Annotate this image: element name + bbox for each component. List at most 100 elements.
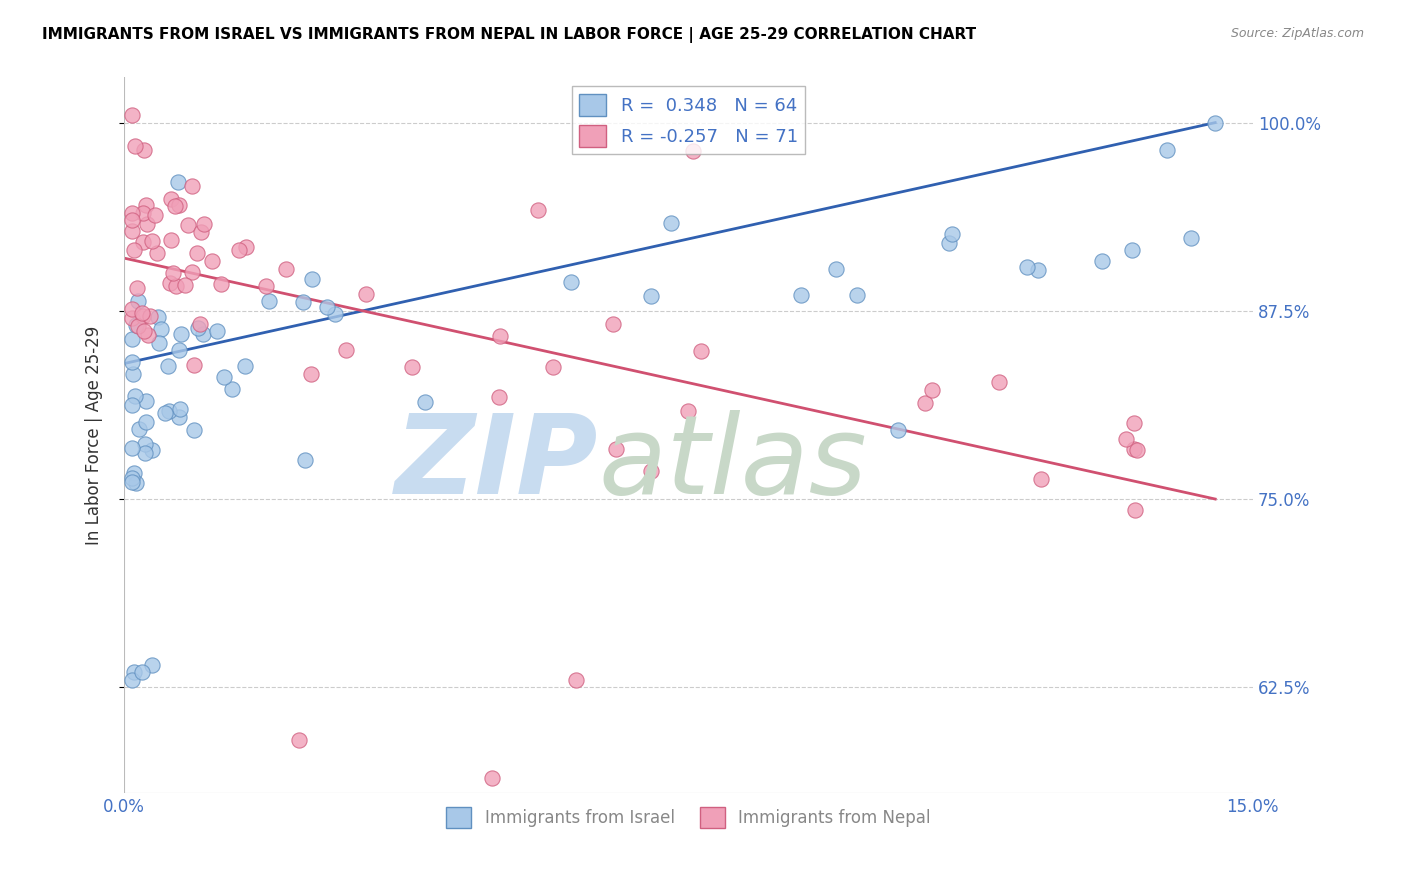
Point xyxy=(602,318,624,332)
Point xyxy=(560,275,582,289)
Point xyxy=(1123,503,1146,517)
Point xyxy=(131,306,153,320)
Point xyxy=(187,321,209,335)
Point xyxy=(1026,262,1049,277)
Point xyxy=(160,192,183,206)
Text: atlas: atlas xyxy=(598,410,868,517)
Point xyxy=(301,272,323,286)
Point xyxy=(1121,243,1143,257)
Point xyxy=(292,295,315,310)
Point xyxy=(938,235,960,250)
Point xyxy=(1180,231,1202,245)
Point xyxy=(682,145,704,159)
Point xyxy=(527,442,550,457)
Point xyxy=(124,466,146,480)
Point xyxy=(159,276,181,290)
Point xyxy=(122,368,145,382)
Point xyxy=(335,343,357,357)
Point xyxy=(121,673,143,687)
Point xyxy=(148,336,170,351)
Point xyxy=(299,368,322,382)
Point xyxy=(1123,442,1146,457)
Point xyxy=(233,359,256,373)
Point xyxy=(1204,115,1226,129)
Point xyxy=(146,245,169,260)
Point xyxy=(186,245,208,260)
Point xyxy=(886,423,908,437)
Point xyxy=(661,216,683,230)
Point xyxy=(177,218,200,232)
Point xyxy=(221,382,243,396)
Point xyxy=(790,288,813,302)
Point xyxy=(180,265,202,279)
Point xyxy=(288,733,311,747)
Point xyxy=(201,253,224,268)
Point xyxy=(190,225,212,239)
Point xyxy=(143,208,166,222)
Point xyxy=(690,343,713,358)
Point xyxy=(127,281,149,295)
Text: IMMIGRANTS FROM ISRAEL VS IMMIGRANTS FROM NEPAL IN LABOR FORCE | AGE 25-29 CORRE: IMMIGRANTS FROM ISRAEL VS IMMIGRANTS FRO… xyxy=(42,27,976,43)
Point xyxy=(188,317,211,331)
Point xyxy=(121,108,143,122)
Point xyxy=(193,327,215,342)
Point xyxy=(134,437,156,451)
Point xyxy=(125,475,148,490)
Legend: Immigrants from Israel, Immigrants from Nepal: Immigrants from Israel, Immigrants from … xyxy=(440,801,938,834)
Point xyxy=(169,401,191,416)
Point xyxy=(139,309,162,323)
Point xyxy=(124,665,146,680)
Point xyxy=(121,311,143,326)
Point xyxy=(488,390,510,404)
Point xyxy=(1122,416,1144,430)
Point xyxy=(564,673,586,687)
Point xyxy=(235,240,257,254)
Point xyxy=(678,404,700,418)
Point xyxy=(825,262,848,277)
Point xyxy=(605,442,627,457)
Point xyxy=(141,234,163,248)
Point xyxy=(193,217,215,231)
Point xyxy=(127,294,149,309)
Point xyxy=(987,376,1010,390)
Point xyxy=(132,309,155,323)
Y-axis label: In Labor Force | Age 25-29: In Labor Force | Age 25-29 xyxy=(86,326,103,545)
Point xyxy=(1031,472,1053,486)
Point xyxy=(138,328,160,343)
Point xyxy=(122,243,145,257)
Point xyxy=(527,202,550,217)
Point xyxy=(274,261,297,276)
Point xyxy=(134,446,156,460)
Point xyxy=(941,227,963,241)
Point xyxy=(131,665,153,680)
Point xyxy=(124,139,146,153)
Point xyxy=(131,205,153,219)
Point xyxy=(121,224,143,238)
Point xyxy=(167,410,190,425)
Point xyxy=(413,395,436,409)
Point xyxy=(1156,143,1178,157)
Point xyxy=(121,355,143,369)
Point xyxy=(1125,443,1147,458)
Point xyxy=(148,310,170,325)
Point xyxy=(205,324,228,338)
Point xyxy=(128,422,150,436)
Point xyxy=(121,398,143,412)
Point xyxy=(121,302,143,317)
Point xyxy=(183,423,205,437)
Point xyxy=(135,415,157,429)
Point xyxy=(354,286,377,301)
Point xyxy=(489,329,512,343)
Text: ZIP: ZIP xyxy=(395,410,598,517)
Point xyxy=(1091,253,1114,268)
Point xyxy=(294,453,316,467)
Point xyxy=(914,396,936,410)
Point xyxy=(121,206,143,220)
Point xyxy=(121,213,143,227)
Point xyxy=(157,404,180,418)
Point xyxy=(254,279,277,293)
Point xyxy=(170,327,193,342)
Text: Source: ZipAtlas.com: Source: ZipAtlas.com xyxy=(1230,27,1364,40)
Point xyxy=(640,464,662,478)
Point xyxy=(212,369,235,384)
